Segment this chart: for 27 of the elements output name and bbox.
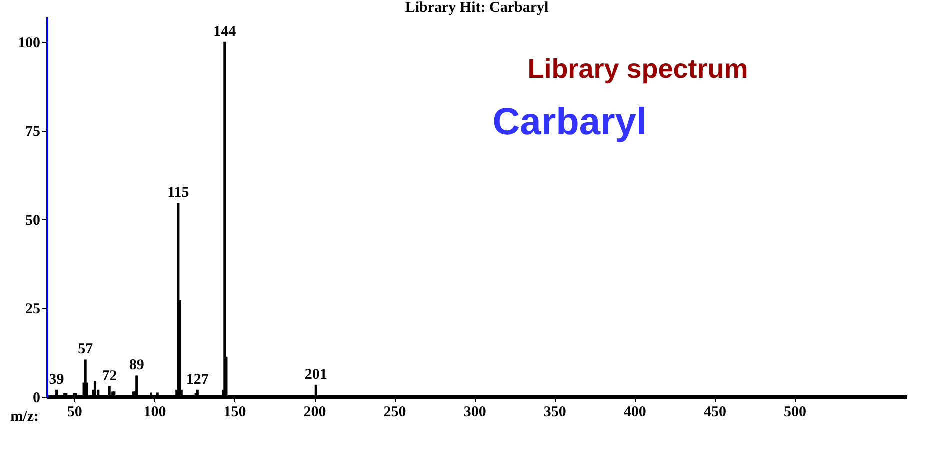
y-tick-label: 75 [26, 124, 40, 140]
x-tick-label: 300 [464, 404, 486, 420]
chart-title: Library Hit: Carbaryl [405, 0, 549, 16]
annotation: 89 [129, 358, 144, 374]
y-tick-label: 25 [26, 302, 40, 318]
annotation: 39 [49, 372, 64, 388]
annotation: 72 [102, 368, 118, 384]
annotation: 144 [214, 24, 237, 40]
annotation: Carbaryl [492, 101, 647, 144]
x-tick-label: 250 [384, 404, 406, 420]
x-tick-label: 350 [544, 404, 566, 420]
annotation: Library spectrum [528, 54, 748, 84]
annotation: 201 [304, 366, 328, 383]
annotation: 115 [168, 185, 190, 202]
x-tick-label: 200 [304, 404, 326, 420]
x-tick-label: 500 [784, 404, 806, 420]
x-tick-label: 450 [704, 404, 726, 420]
x-tick-label: 100 [144, 404, 166, 420]
x-tick-label: 400 [624, 404, 646, 420]
annotation: 57 [78, 342, 94, 358]
x-axis-title: m/z: [10, 409, 39, 425]
annotation: 127 [186, 372, 210, 388]
x-tick-label: 150 [224, 404, 246, 420]
y-tick-label: 0 [33, 390, 40, 406]
y-tick-label: 100 [18, 35, 40, 52]
x-tick-label: 50 [67, 404, 82, 420]
y-tick-label: 50 [26, 212, 40, 229]
